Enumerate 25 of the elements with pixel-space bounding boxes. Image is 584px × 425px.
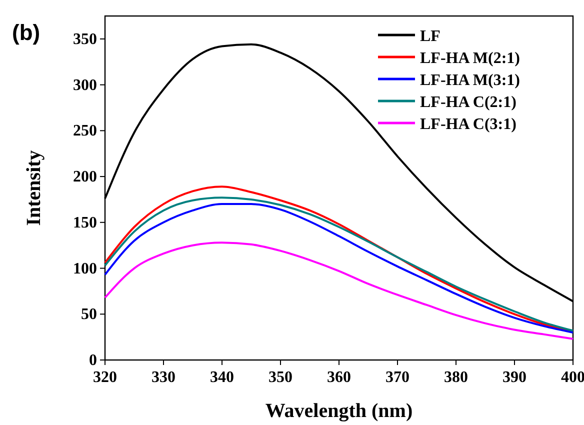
x-tick-label: 390 (502, 369, 526, 386)
legend-label: LF (420, 28, 441, 45)
legend-label: LF-HA C(3:1) (420, 116, 516, 133)
legend-label: LF-HA C(2:1) (420, 94, 516, 111)
x-tick-label: 330 (152, 369, 176, 386)
y-tick-label: 100 (73, 260, 97, 278)
y-tick-label: 150 (73, 214, 97, 232)
x-tick-label: 380 (444, 369, 468, 386)
legend-label: LF-HA M(2:1) (420, 50, 520, 67)
x-axis-title: Wavelength (nm) (265, 400, 413, 422)
text: (b) (12, 20, 40, 45)
y-tick-label: 50 (81, 306, 97, 324)
legend-label: LF-HA M(3:1) (420, 72, 520, 89)
x-tick-label: 370 (386, 369, 410, 386)
x-tick-label: 360 (327, 369, 351, 386)
line-series (104, 242, 574, 340)
y-tick-label: 200 (73, 168, 97, 186)
y-axis-title: Intensity (23, 150, 45, 226)
y-tick-label: 300 (73, 76, 97, 94)
x-tick-label: 350 (268, 369, 292, 386)
y-tick-label: 350 (73, 30, 97, 48)
y-tick-label: 0 (89, 352, 97, 369)
x-tick-label: 340 (210, 369, 234, 386)
x-tick-label: 320 (93, 369, 117, 386)
y-tick-label: 250 (73, 122, 97, 140)
